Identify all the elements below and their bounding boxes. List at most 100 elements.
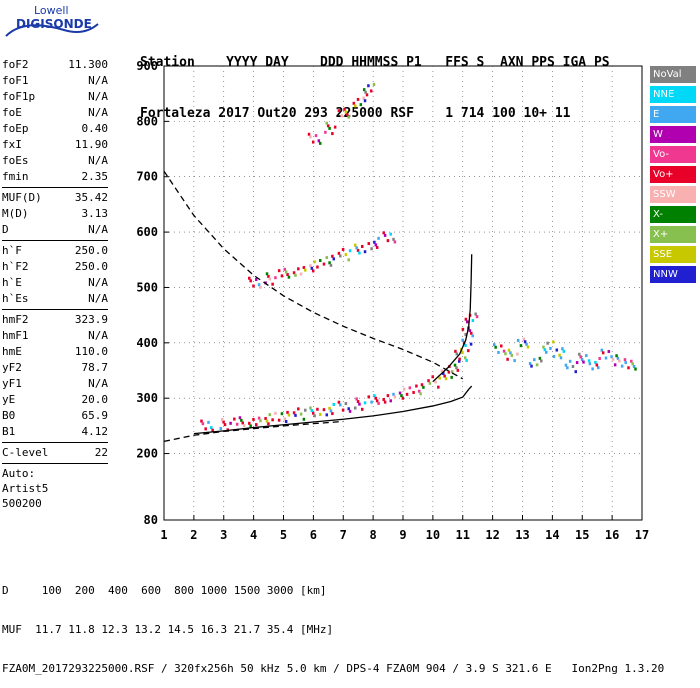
data-point [292,271,296,275]
data-point [248,276,251,280]
param-label: h`Es [2,292,29,305]
data-point [568,359,572,363]
param-label: h`F [2,244,22,257]
data-point [419,392,422,396]
data-point [284,420,288,424]
param-row: hmF1 N/A [2,328,108,344]
param-value: N/A [88,276,108,289]
lowell-logo: Lowell DIGISONDE [4,4,100,42]
ionogram-chart: 1 2 3 4 5 6 7 8 9 10 11 12 13 14 15 16 17802003004005006… [136,59,649,542]
data-point [386,394,390,398]
data-point [561,347,564,351]
data-point [470,331,473,335]
data-point [211,428,214,432]
data-point [464,317,468,321]
data-point [471,319,475,323]
data-point [526,345,530,349]
data-point [344,110,348,114]
param-label: yF2 [2,361,22,374]
param-row: M(D) 3.13 [2,206,108,222]
legend-item-noval: NoVal [650,66,696,83]
param-value: 110.0 [74,345,108,358]
x-tick-label: 4 [250,528,257,542]
data-point [504,352,507,356]
param-row: MUF(D) 35.42 [2,190,108,206]
data-point [277,418,281,422]
data-point [555,348,559,352]
data-point [453,363,457,367]
data-point [353,104,357,108]
data-point [283,267,286,271]
param-label: D [2,223,9,236]
data-point [343,107,346,111]
data-point [329,409,333,413]
data-point [286,410,289,414]
data-point [597,366,600,370]
data-point [348,249,352,253]
data-point [457,359,461,363]
data-point [405,392,409,396]
data-point [420,383,424,387]
data-point [393,240,397,244]
data-point [240,418,243,422]
data-point [257,416,261,420]
data-point [571,364,575,368]
data-point [546,341,549,345]
y-tick-label: 400 [136,336,158,350]
series-line-5 [432,254,473,383]
scaling-code: 500200 [2,497,42,510]
data-point [598,357,601,361]
data-point [223,423,227,427]
params-divider [2,187,108,188]
data-point [265,272,269,276]
data-point [374,396,378,400]
x-tick-label: 14 [545,528,559,542]
param-value: 250.0 [74,260,108,273]
data-point [325,413,329,417]
data-point [500,344,503,348]
data-point [252,284,255,288]
data-point [417,389,421,393]
params-group-critical-frequencies: foF2 11.300 foF1 N/A foF1p N/A foE N/A foEp 0.40 f… [2,57,108,185]
data-point [403,387,406,391]
data-point [280,412,284,416]
data-point [525,342,528,346]
legend-item-w: W [650,126,696,143]
data-point [522,337,525,341]
data-point [375,399,379,403]
data-point [359,103,363,107]
data-point [364,90,367,94]
data-point [322,408,326,412]
data-point [461,327,465,331]
data-point [267,422,270,426]
data-point [370,247,373,251]
series-line-4 [193,385,473,435]
data-point [304,268,307,272]
data-point [344,253,348,257]
param-label: yF1 [2,377,22,390]
data-point [587,359,591,363]
param-row: D N/A [2,222,108,238]
param-value: 11.90 [74,138,108,151]
scaled-parameters-panel: foF2 11.300 foF1 N/A foF1p N/A foE N/A foEp 0.40 f… [2,57,108,511]
data-point [631,362,634,366]
x-tick-label: 13 [515,528,529,542]
x-tick-label: 1 [160,528,167,542]
data-point [466,320,469,324]
param-label: B1 [2,425,16,438]
y-tick-label: 300 [136,391,158,405]
data-point [249,424,252,428]
data-point [535,363,539,367]
x-tick-label: 12 [485,528,499,542]
data-point [363,401,367,405]
data-point [220,417,224,421]
data-point [328,406,331,410]
data-point [219,427,223,431]
param-value: 250.0 [74,244,108,257]
data-point [311,269,315,273]
data-point [595,363,599,367]
data-point [566,366,569,370]
data-point [307,132,311,136]
logo-digisonde-text: DIGISONDE [16,17,92,31]
data-point [575,361,579,365]
